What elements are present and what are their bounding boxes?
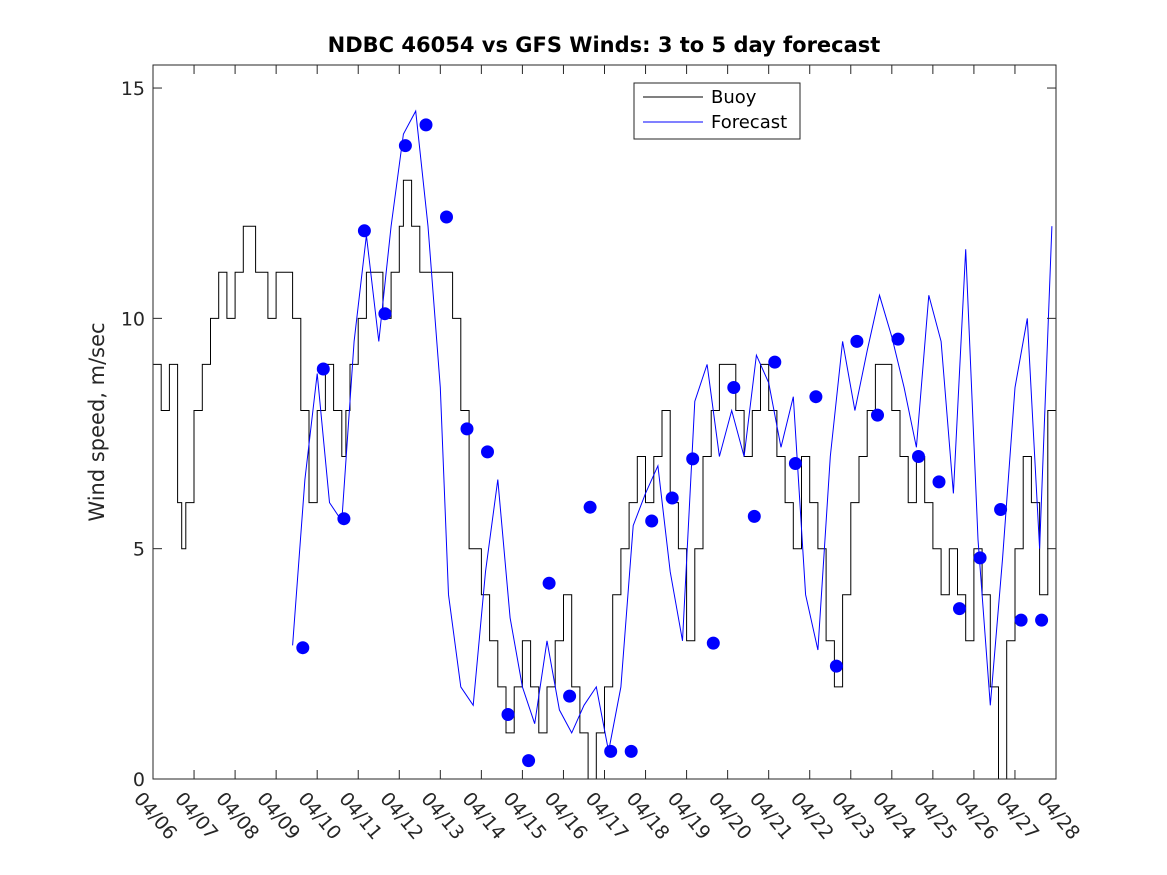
y-axis-label: Wind speed, m/sec bbox=[85, 322, 109, 521]
forecast-point bbox=[973, 551, 987, 565]
y-tick-label: 15 bbox=[121, 78, 145, 100]
forecast-point bbox=[563, 689, 577, 703]
forecast-point bbox=[542, 576, 556, 590]
forecast-point bbox=[727, 381, 741, 394]
forecast-point bbox=[440, 210, 453, 224]
legend: Buoy Forecast bbox=[633, 82, 801, 140]
forecast-point bbox=[460, 422, 474, 436]
forecast-point bbox=[871, 408, 884, 422]
forecast-point bbox=[686, 452, 700, 466]
y-tick-label: 0 bbox=[133, 769, 145, 791]
forecast-point bbox=[768, 355, 782, 369]
forecast-point bbox=[378, 307, 392, 321]
forecast-point bbox=[624, 744, 638, 758]
y-tick-label: 5 bbox=[133, 539, 145, 561]
forecast-point bbox=[747, 509, 761, 523]
chart-title: NDBC 46054 vs GFS Winds: 3 to 5 day fore… bbox=[328, 33, 881, 57]
legend-forecast-label: Forecast bbox=[711, 112, 787, 133]
forecast-point bbox=[953, 602, 966, 616]
forecast-point bbox=[891, 332, 905, 346]
forecast-point bbox=[296, 641, 310, 655]
forecast-point bbox=[583, 500, 597, 514]
forecast-point bbox=[706, 636, 720, 650]
forecast-point bbox=[419, 118, 433, 132]
forecast-point bbox=[932, 475, 946, 489]
forecast-point bbox=[850, 334, 864, 348]
y-tick-label: 10 bbox=[121, 308, 145, 330]
forecast-point bbox=[665, 491, 679, 505]
forecast-point bbox=[337, 512, 351, 526]
forecast-point bbox=[604, 744, 618, 758]
forecast-point bbox=[829, 659, 843, 673]
plot-content bbox=[153, 109, 1057, 780]
forecast-point bbox=[994, 503, 1008, 516]
forecast-point bbox=[788, 457, 802, 470]
plot-area bbox=[153, 65, 1056, 779]
forecast-point bbox=[357, 224, 371, 238]
series-line-forecast bbox=[292, 109, 1053, 752]
forecast-point bbox=[522, 754, 536, 768]
forecast-point bbox=[398, 139, 412, 153]
y-axis: 0 5 10 15 bbox=[121, 78, 1056, 791]
forecast-point bbox=[809, 390, 823, 404]
forecast-point bbox=[1035, 613, 1049, 627]
forecast-point bbox=[1014, 613, 1028, 627]
forecast-point bbox=[645, 514, 659, 528]
legend-buoy-label: Buoy bbox=[711, 87, 757, 108]
legend-box bbox=[633, 82, 801, 140]
forecast-point bbox=[316, 362, 330, 376]
forecast-point bbox=[481, 445, 494, 459]
forecast-point bbox=[912, 450, 925, 463]
forecast-point bbox=[501, 708, 515, 721]
series-line-buoy bbox=[153, 179, 1057, 780]
